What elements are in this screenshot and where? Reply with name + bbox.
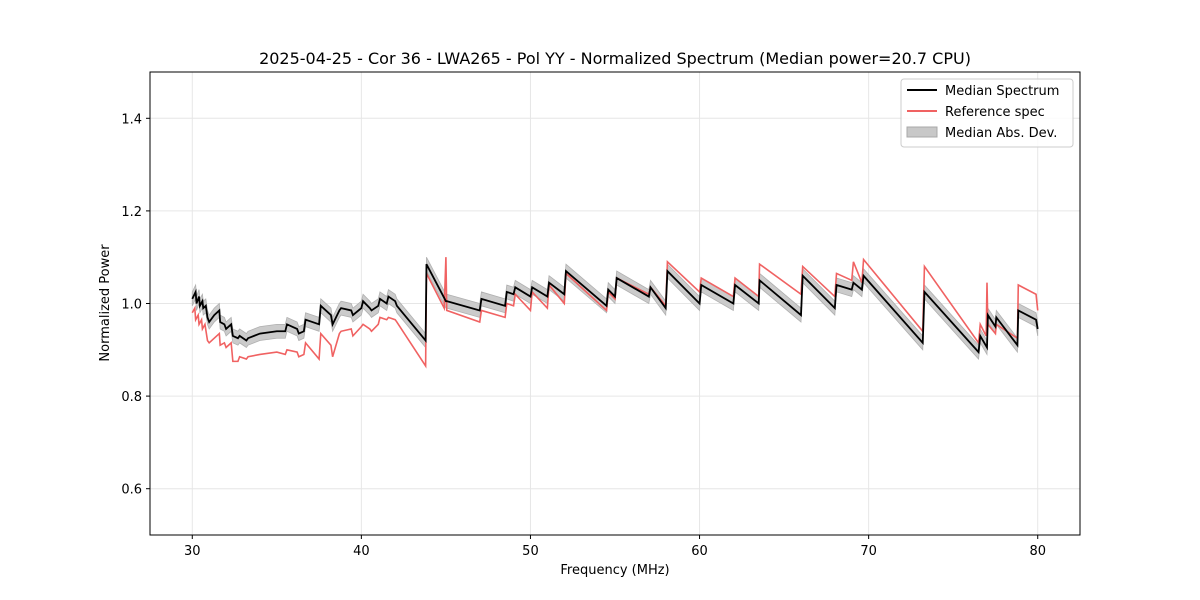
x-tick-label: 50 <box>522 544 539 559</box>
y-tick-label: 1.4 <box>121 112 142 127</box>
x-tick-label: 30 <box>184 544 201 559</box>
y-tick-label: 0.6 <box>121 483 142 498</box>
y-tick-label: 0.8 <box>121 390 142 405</box>
legend-label-reference: Reference spec <box>945 105 1045 120</box>
y-axis-label: Normalized Power <box>98 244 113 362</box>
x-axis: 30 40 50 60 70 80 <box>184 535 1046 559</box>
median-spectrum-line <box>191 263 1039 355</box>
y-tick-label: 1.0 <box>121 298 142 313</box>
legend-box <box>900 78 1074 148</box>
y-axis: 0.6 0.8 1.0 1.2 1.4 <box>121 112 150 498</box>
series-lines <box>191 257 1039 369</box>
x-tick-label: 60 <box>691 544 708 559</box>
x-tick-label: 80 <box>1029 544 1046 559</box>
x-axis-label: Frequency (MHz) <box>560 563 669 578</box>
x-tick-label: 40 <box>353 544 370 559</box>
legend-swatch-mad <box>906 126 938 138</box>
legend-label-median: Median Spectrum <box>945 84 1059 99</box>
chart-title: 2025-04-25 - Cor 36 - LWA265 - Pol YY - … <box>259 49 971 68</box>
legend: Median Spectrum Reference spec Median Ab… <box>900 78 1074 148</box>
legend-label-mad: Median Abs. Dev. <box>945 126 1057 141</box>
y-tick-label: 1.2 <box>121 205 142 220</box>
reference-spec-line <box>191 257 1039 369</box>
x-tick-label: 70 <box>860 544 877 559</box>
